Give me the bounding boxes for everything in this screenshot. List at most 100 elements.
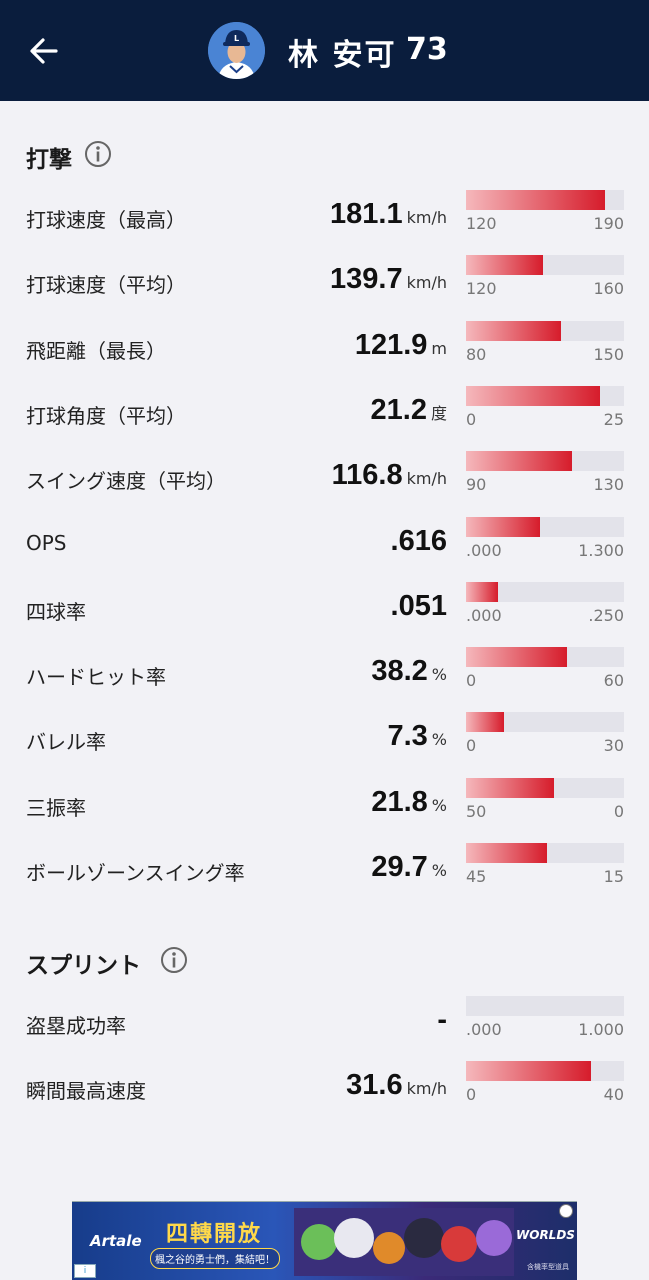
stat-value: 121.9 m bbox=[355, 329, 447, 362]
stat-bar-track bbox=[466, 386, 624, 406]
stat-unit: % bbox=[431, 861, 447, 880]
stat-bar-fill bbox=[466, 778, 555, 798]
stat-label: OPS bbox=[26, 531, 67, 555]
ad-subtitle: 楓之谷的勇士們，集結吧！ bbox=[150, 1248, 280, 1269]
stat-bar-min: 0 bbox=[466, 410, 477, 429]
stat-value-number: 181.1 bbox=[330, 198, 403, 230]
stat-bar-max: 25 bbox=[603, 410, 624, 429]
stat-value: 139.7 km/h bbox=[330, 263, 447, 296]
stat-bar-max: 1.000 bbox=[578, 1020, 624, 1039]
stat-row: 四球率 .051 .000 .250 bbox=[0, 582, 649, 642]
ad-brand: Artale bbox=[90, 1232, 142, 1250]
stat-bar-min: 120 bbox=[466, 214, 497, 233]
stat-bar-max: 60 bbox=[603, 671, 624, 690]
stat-value: - bbox=[437, 1004, 447, 1037]
stat-label: 瞬間最高速度 bbox=[26, 1079, 146, 1103]
stat-value: 38.2% bbox=[371, 655, 447, 688]
stat-row: スイング速度（平均） 116.8 km/h 90 130 bbox=[0, 451, 649, 511]
player-number: 73 bbox=[406, 32, 448, 67]
stat-bar-min: .000 bbox=[466, 541, 502, 560]
stat-label: 盗塁成功率 bbox=[26, 1014, 126, 1038]
player-avatar: L bbox=[208, 22, 265, 79]
stat-label: 打球角度（平均） bbox=[26, 404, 186, 428]
stat-bar-min: 45 bbox=[466, 867, 487, 886]
stat-row: 打球角度（平均） 21.2 度 0 25 bbox=[0, 386, 649, 446]
stat-value-number: - bbox=[437, 1004, 447, 1036]
ad-worlds-logo: WORLDS bbox=[516, 1228, 575, 1242]
stat-bar-track bbox=[466, 778, 624, 798]
stat-bar-max: 130 bbox=[593, 475, 624, 494]
stat-value: 7.3% bbox=[387, 720, 447, 753]
stat-value: 21.2 度 bbox=[371, 394, 447, 427]
stat-bar-track bbox=[466, 190, 624, 210]
stat-bar-max: 1.300 bbox=[578, 541, 624, 560]
stat-label: ハードヒット率 bbox=[26, 665, 166, 689]
stat-unit: km/h bbox=[406, 208, 447, 227]
stat-bar-max: 150 bbox=[593, 345, 624, 364]
info-icon[interactable] bbox=[84, 140, 112, 168]
stat-value-number: 139.7 bbox=[330, 263, 403, 295]
stat-bar-track bbox=[466, 1061, 624, 1081]
stat-bar-track bbox=[466, 321, 624, 341]
stat-bar-fill bbox=[466, 1061, 591, 1081]
stat-value-number: 38.2 bbox=[371, 655, 428, 687]
stat-value: 31.6 km/h bbox=[346, 1069, 447, 1102]
stat-row: 打球速度（最高） 181.1 km/h 120 190 bbox=[0, 190, 649, 250]
app-header: L 林 安可 73 bbox=[0, 0, 649, 101]
stat-bar-max: 30 bbox=[603, 736, 624, 755]
ad-characters-image bbox=[294, 1208, 514, 1276]
stat-label: スイング速度（平均） bbox=[26, 469, 226, 493]
section-title-batting: 打撃 bbox=[26, 147, 72, 173]
stat-value-number: 31.6 bbox=[346, 1069, 403, 1101]
stat-bar-track bbox=[466, 647, 624, 667]
stat-value-number: 21.8 bbox=[371, 786, 428, 818]
stat-unit: 度 bbox=[430, 404, 447, 423]
stat-bar-fill bbox=[466, 321, 561, 341]
section-title-sprint: スプリント bbox=[26, 953, 141, 979]
stat-bar-track bbox=[466, 996, 624, 1016]
stat-bar-fill bbox=[466, 255, 544, 275]
stat-bar-track bbox=[466, 451, 624, 471]
stat-row: ハードヒット率 38.2% 0 60 bbox=[0, 647, 649, 707]
stat-label: 打球速度（平均） bbox=[26, 273, 186, 297]
player-name: 林 安可 bbox=[288, 38, 397, 73]
stat-bar-min: .000 bbox=[466, 1020, 502, 1039]
stat-unit: % bbox=[431, 665, 447, 684]
stat-bar-fill bbox=[466, 517, 541, 537]
info-icon[interactable] bbox=[160, 946, 188, 974]
stat-bar-max: .250 bbox=[588, 606, 624, 625]
stat-label: 打球速度（最高） bbox=[26, 208, 186, 232]
stat-value: 181.1 km/h bbox=[330, 198, 447, 231]
stat-bar-track bbox=[466, 582, 624, 602]
ad-banner[interactable]: Artale 四轉開放 楓之谷的勇士們，集結吧！ WORLDS 含機率型道具 i bbox=[72, 1201, 577, 1280]
stat-bar-track bbox=[466, 712, 624, 732]
stat-bar-min: 50 bbox=[466, 802, 487, 821]
stat-value: 116.8 km/h bbox=[332, 459, 447, 492]
arrow-left-icon bbox=[30, 38, 58, 64]
stat-label: ボールゾーンスイング率 bbox=[26, 861, 245, 885]
stat-label: バレル率 bbox=[26, 730, 106, 754]
stat-bar-min: 0 bbox=[466, 1085, 477, 1104]
ad-close-icon[interactable] bbox=[559, 1204, 573, 1218]
stat-unit: m bbox=[431, 339, 447, 358]
stat-bar-max: 40 bbox=[603, 1085, 624, 1104]
stat-label: 飛距離（最長） bbox=[26, 339, 166, 363]
stat-bar-max: 0 bbox=[613, 802, 624, 821]
stat-bar-track bbox=[466, 843, 624, 863]
stat-bar-fill bbox=[466, 386, 601, 406]
stat-value: .616 bbox=[391, 525, 447, 558]
stat-row: 飛距離（最長） 121.9 m 80 150 bbox=[0, 321, 649, 381]
back-button[interactable] bbox=[26, 33, 62, 69]
stat-row: ボールゾーンスイング率 29.7% 45 15 bbox=[0, 843, 649, 903]
ad-title: 四轉開放 bbox=[165, 1222, 262, 1247]
stat-label: 四球率 bbox=[26, 600, 86, 624]
ad-info-icon[interactable]: i bbox=[74, 1264, 96, 1278]
stat-bar-max: 190 bbox=[593, 214, 624, 233]
stat-row: OPS .616 .000 1.300 bbox=[0, 517, 649, 577]
stat-bar-min: 0 bbox=[466, 671, 477, 690]
stat-value: 29.7% bbox=[371, 851, 447, 884]
stat-bar-fill bbox=[466, 451, 572, 471]
stat-value-number: 116.8 bbox=[331, 459, 403, 491]
stat-row: 瞬間最高速度 31.6 km/h 0 40 bbox=[0, 1061, 649, 1121]
stat-unit: km/h bbox=[406, 273, 447, 292]
